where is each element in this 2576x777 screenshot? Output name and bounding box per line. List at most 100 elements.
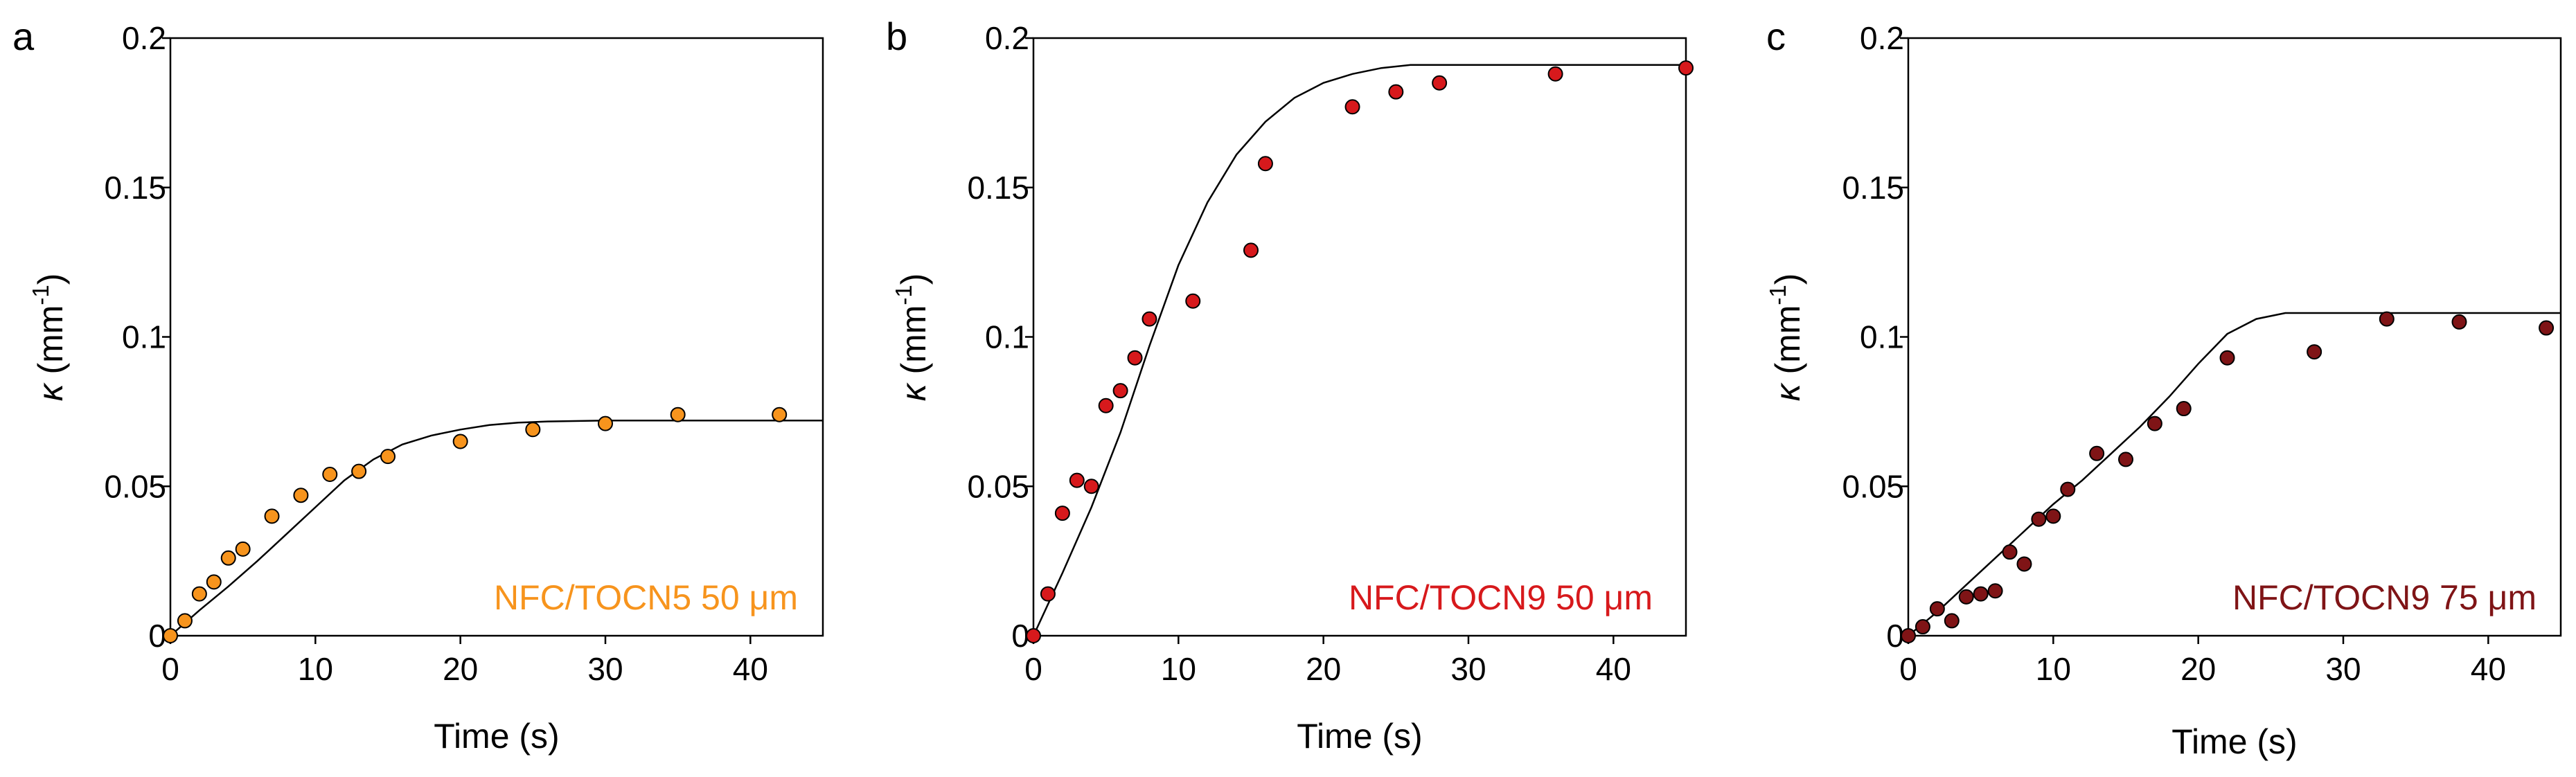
data-point xyxy=(525,422,541,438)
data-point xyxy=(670,407,686,422)
data-point xyxy=(2089,445,2105,461)
panel-letter: c xyxy=(1766,15,1786,58)
y-axis-unit: (mm xyxy=(31,305,70,384)
data-point xyxy=(2379,311,2395,327)
y-axis-label: κ (mm-1) xyxy=(891,274,933,402)
plot-frame xyxy=(169,37,824,637)
data-point xyxy=(598,416,613,431)
y-tick-label: 0.2 xyxy=(1860,20,1904,56)
y-axis-unit: (mm xyxy=(1768,305,1807,384)
data-point xyxy=(1432,75,1448,91)
data-point xyxy=(163,628,178,643)
x-tick-label: 40 xyxy=(1596,651,1631,687)
data-point xyxy=(2002,544,2018,560)
data-point xyxy=(1257,156,1273,172)
data-point xyxy=(206,574,222,590)
data-point xyxy=(1929,601,1945,617)
x-axis-label: Time (s) xyxy=(2171,722,2297,761)
data-point xyxy=(235,541,251,557)
data-point xyxy=(1547,66,1563,82)
x-tick-label: 30 xyxy=(1450,651,1486,687)
y-axis-unit: (mm xyxy=(894,305,933,384)
fit-curve xyxy=(1908,312,2561,636)
data-point xyxy=(2451,314,2467,330)
data-point xyxy=(1069,472,1085,488)
panel-letter: b xyxy=(886,15,907,58)
data-point xyxy=(177,613,193,629)
data-point xyxy=(1127,350,1143,366)
data-point xyxy=(1026,628,1041,643)
data-point xyxy=(351,463,367,479)
fit-series xyxy=(1908,312,2561,636)
data-point xyxy=(2219,350,2235,366)
sample-label: NFC/TOCN5 50 μm xyxy=(494,578,798,617)
data-point xyxy=(1040,586,1056,602)
data-point xyxy=(1243,242,1259,258)
x-tick-label: 0 xyxy=(1899,651,1917,687)
data-point xyxy=(452,434,468,449)
data-point xyxy=(1915,619,1930,635)
data-point xyxy=(1112,383,1128,399)
data-point xyxy=(1388,84,1404,100)
data-point xyxy=(1185,293,1201,309)
data-point xyxy=(2060,481,2076,497)
x-tick-label: 0 xyxy=(161,651,179,687)
x-tick-label: 10 xyxy=(298,651,333,687)
x-tick-label: 20 xyxy=(1306,651,1341,687)
data-point xyxy=(1901,628,1916,643)
sample-label: NFC/TOCN9 50 μm xyxy=(1349,578,1653,617)
x-tick-label: 10 xyxy=(1161,651,1196,687)
y-tick-label: 0.05 xyxy=(967,468,1029,504)
y-tick-label: 0.2 xyxy=(985,20,1029,56)
data-point xyxy=(220,550,236,566)
x-tick-label: 20 xyxy=(443,651,478,687)
data-point xyxy=(1973,586,1989,602)
data-point xyxy=(293,488,309,503)
data-point xyxy=(2118,452,2133,467)
x-tick-label: 40 xyxy=(2471,651,2506,687)
data-point xyxy=(2045,508,2061,524)
y-axis-label: κ (mm-1) xyxy=(28,274,70,402)
y-tick-label: 0.05 xyxy=(1842,468,1904,504)
x-tick-label: 10 xyxy=(2036,651,2071,687)
x-tick-label: 30 xyxy=(2325,651,2361,687)
data-point xyxy=(380,449,396,465)
plot-frame xyxy=(1032,37,1687,637)
data-point xyxy=(1958,589,1974,605)
measured-series xyxy=(163,407,788,643)
y-tick-label: 0.2 xyxy=(122,20,166,56)
x-axis-label: Time (s) xyxy=(1297,717,1422,756)
measured-series xyxy=(1026,60,1694,643)
fit-series xyxy=(1032,64,1686,636)
y-axis-unit-exponent: -1 xyxy=(1765,285,1791,305)
data-point xyxy=(2539,320,2555,336)
sample-label: NFC/TOCN9 75 μm xyxy=(2232,578,2537,617)
data-point xyxy=(264,508,280,524)
y-tick-label: 0.1 xyxy=(122,319,166,355)
data-point xyxy=(1098,398,1114,413)
y-axis-symbol: κ xyxy=(31,382,70,401)
x-tick-label: 30 xyxy=(587,651,623,687)
data-point xyxy=(772,407,788,422)
data-point xyxy=(1083,479,1099,494)
y-tick-label: 0.1 xyxy=(1860,319,1904,355)
y-axis-unit-close: ) xyxy=(1768,274,1807,285)
data-point xyxy=(2016,556,2032,572)
data-point xyxy=(1678,60,1694,76)
data-point xyxy=(1054,506,1070,521)
data-point xyxy=(2307,344,2322,360)
data-point xyxy=(1944,613,1960,629)
data-point xyxy=(2031,511,2047,527)
measured-series xyxy=(1901,311,2555,643)
panel-letter: a xyxy=(12,15,35,58)
y-tick-label: 0.15 xyxy=(967,170,1029,206)
data-point xyxy=(2147,416,2162,431)
x-tick-label: 0 xyxy=(1024,651,1042,687)
data-point xyxy=(1344,99,1360,115)
fit-series xyxy=(170,420,823,636)
y-tick-label: 0.1 xyxy=(985,319,1029,355)
y-axis-symbol: κ xyxy=(894,382,933,401)
